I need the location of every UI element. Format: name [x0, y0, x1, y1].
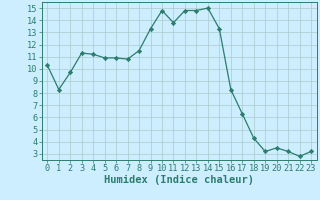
X-axis label: Humidex (Indice chaleur): Humidex (Indice chaleur)	[104, 175, 254, 185]
